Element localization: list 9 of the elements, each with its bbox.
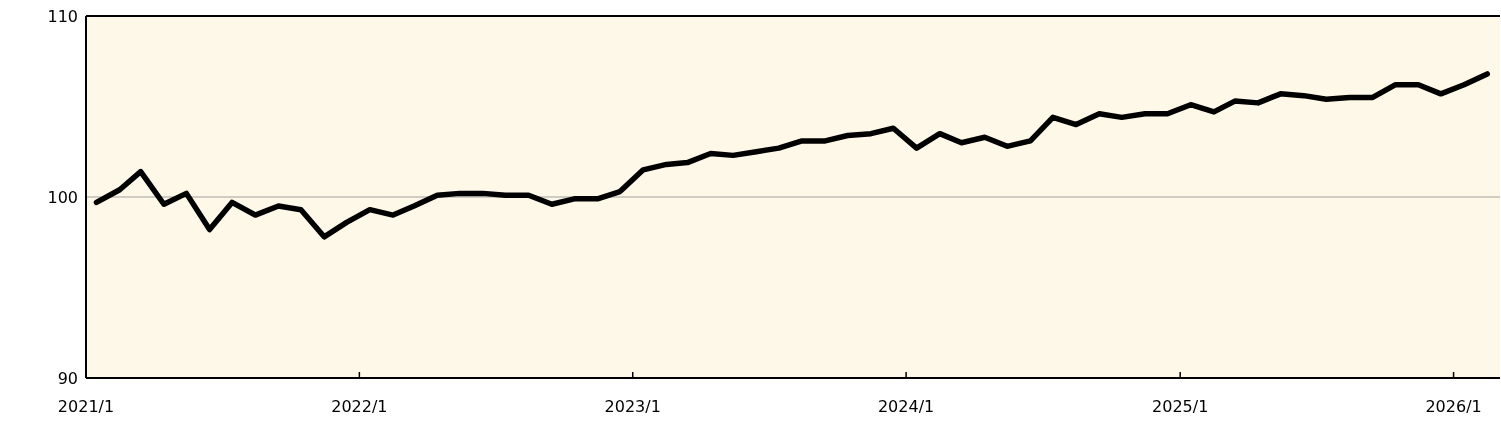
x-tick-label: 2026/1 <box>1425 397 1482 416</box>
x-tick-label: 2023/1 <box>604 397 661 416</box>
x-tick-label: 2024/1 <box>877 397 935 416</box>
x-tick-label: 2022/1 <box>331 397 388 416</box>
y-tick-label: 90 <box>57 369 78 388</box>
y-tick-label: 100 <box>47 188 78 207</box>
y-tick-label: 110 <box>47 7 78 26</box>
x-tick-label: 2021/1 <box>57 397 115 416</box>
x-tick-label: 2025/1 <box>1152 397 1209 416</box>
